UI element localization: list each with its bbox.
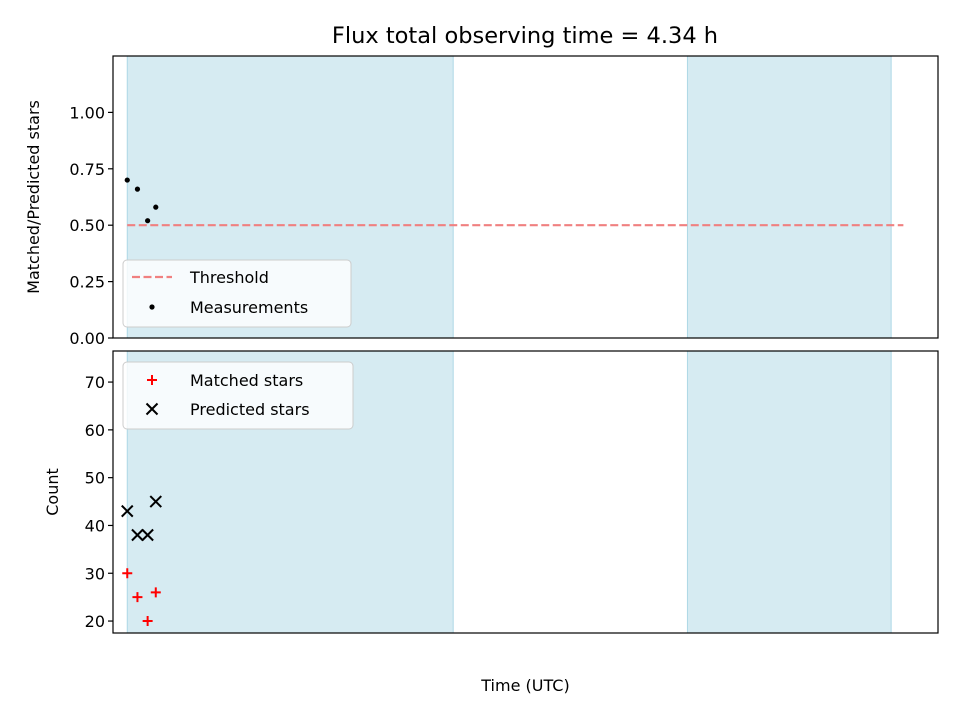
legend-measurement-label: Measurements — [190, 298, 308, 317]
legend-measurement-swatch — [149, 304, 155, 310]
y-tick-label: 0.25 — [69, 273, 105, 292]
legend-matched-label: Matched stars — [190, 371, 303, 390]
legend-predicted-label: Predicted stars — [190, 400, 310, 419]
y-tick-label: 20 — [85, 612, 105, 631]
y-tick-label: 50 — [85, 469, 105, 488]
axes-frame — [112, 350, 939, 634]
legend-box — [122, 361, 354, 430]
legend-threshold-label: Threshold — [189, 268, 269, 287]
predicted-star-point — [131, 528, 144, 542]
matched-star-point — [142, 616, 153, 627]
legend: Matched stars Predicted stars — [122, 361, 354, 430]
y-tick-label: 1.00 — [69, 103, 105, 122]
measurement-point — [153, 204, 159, 210]
predicted-star-point — [121, 504, 134, 518]
y-tick-label: 60 — [85, 421, 105, 440]
legend: Threshold Measurements — [122, 259, 352, 328]
chart-title: Flux total observing time = 4.34 h — [332, 23, 718, 49]
matched-star-point — [122, 568, 133, 579]
legend-predicted-swatch — [145, 402, 159, 416]
y-tick-label: 70 — [85, 373, 105, 392]
legend-matched-swatch — [147, 375, 157, 385]
matched-star-point — [150, 587, 161, 598]
y-tick-label: 0.75 — [69, 160, 105, 179]
ratio-panel: 0.00 0.25 0.50 0.75 1.00 Matched/Predicted st… — [24, 55, 939, 348]
axes-frame — [112, 55, 939, 339]
y-tick-label: 0.50 — [69, 216, 105, 235]
observing-span — [687, 351, 892, 633]
y-tick-label: 30 — [85, 564, 105, 583]
measurement-point — [134, 186, 141, 192]
y-tick-label: 40 — [85, 516, 105, 535]
predicted-star-point — [149, 495, 162, 508]
predicted-star-point — [141, 528, 154, 542]
x-axis-label: Time (UTC) — [480, 676, 569, 695]
count-panel: 20304050607000:0001:0002:0003:0004:0005:… — [43, 350, 939, 695]
legend-box — [122, 259, 352, 328]
y-tick-label: 0.00 — [69, 329, 105, 348]
y-axis-label: Count — [43, 468, 62, 516]
matched-star-point — [132, 592, 143, 603]
measurement-point — [145, 218, 151, 224]
y-axis-label: Matched/Predicted stars — [24, 100, 43, 294]
measurement-point — [124, 177, 130, 183]
observing-span — [687, 56, 892, 338]
